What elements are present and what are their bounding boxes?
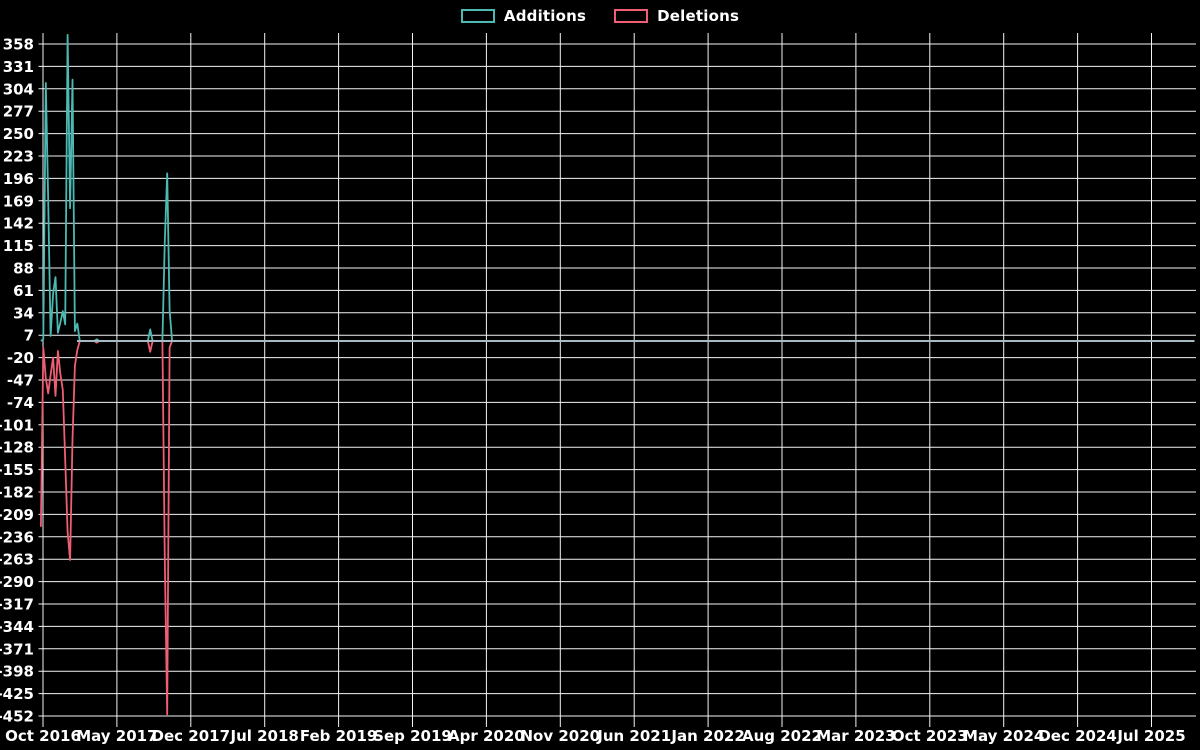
x-tick-label: Mar 2023: [816, 727, 895, 745]
x-tick-label: Jun 2021: [596, 727, 671, 745]
y-tick-label: -128: [0, 439, 34, 457]
y-tick-label: 277: [3, 103, 34, 121]
series-line-deletions: [40, 340, 1195, 716]
y-tick-label: 223: [3, 148, 34, 166]
y-tick-label: -209: [0, 506, 34, 524]
x-tick-label: May 2024: [963, 727, 1044, 745]
x-tick-label: Aug 2022: [742, 727, 822, 745]
y-tick-label: 88: [13, 260, 34, 278]
x-tick-label: Oct 2023: [892, 727, 968, 745]
y-tick-label: -344: [0, 618, 34, 636]
y-tick-label: 331: [3, 58, 34, 76]
x-tick-label: Jul 2025: [1116, 727, 1185, 745]
x-tick-label: Oct 2016: [5, 727, 81, 745]
series-line-additions: [40, 34, 1195, 342]
y-tick-label: -47: [7, 372, 34, 390]
y-tick-label: -425: [0, 685, 34, 703]
y-tick-label: 142: [3, 215, 34, 233]
x-tick-label: Dec 2017: [152, 727, 231, 745]
y-tick-label: 115: [3, 237, 34, 255]
x-tick-label: Jan 2022: [670, 727, 744, 745]
y-tick-label: 7: [24, 327, 34, 345]
y-tick-label: -263: [0, 551, 34, 569]
y-tick-label: 61: [13, 282, 34, 300]
y-tick-label: -101: [0, 416, 34, 434]
y-tick-label: 304: [3, 80, 34, 98]
additions-swatch-icon: [460, 9, 495, 23]
y-tick-label: 196: [3, 170, 34, 188]
y-tick-label: -74: [7, 394, 34, 412]
y-tick-label: 250: [3, 125, 34, 143]
x-tick-label: May 2017: [76, 727, 157, 745]
additions-legend-label: Additions: [503, 7, 587, 25]
y-tick-label: -20: [7, 349, 34, 367]
y-tick-label: 169: [3, 192, 34, 210]
deletions-legend-label: Deletions: [657, 7, 740, 25]
x-tick-label: Sep 2019: [373, 727, 452, 745]
deletions-swatch-icon: [614, 9, 649, 23]
legend-item-deletions[interactable]: Deletions: [614, 7, 739, 25]
y-tick-label: -155: [0, 461, 34, 479]
x-tick-label: Feb 2019: [300, 727, 378, 745]
y-tick-label: -371: [0, 640, 34, 658]
y-tick-label: -236: [0, 528, 34, 546]
y-tick-label: 358: [3, 36, 34, 54]
y-tick-label: 34: [13, 304, 34, 322]
x-tick-label: Dec 2024: [1038, 727, 1117, 745]
x-tick-label: Apr 2020: [448, 727, 525, 745]
y-tick-label: -452: [0, 708, 34, 726]
chart-legend: Additions Deletions: [0, 7, 1200, 25]
y-tick-label: -317: [0, 596, 34, 614]
y-tick-label: -182: [0, 484, 34, 502]
x-tick-label: Jul 2018: [230, 727, 299, 745]
y-tick-label: -398: [0, 663, 34, 681]
legend-item-additions[interactable]: Additions: [460, 7, 587, 25]
y-tick-label: -290: [0, 573, 34, 591]
x-tick-label: Nov 2020: [520, 727, 600, 745]
